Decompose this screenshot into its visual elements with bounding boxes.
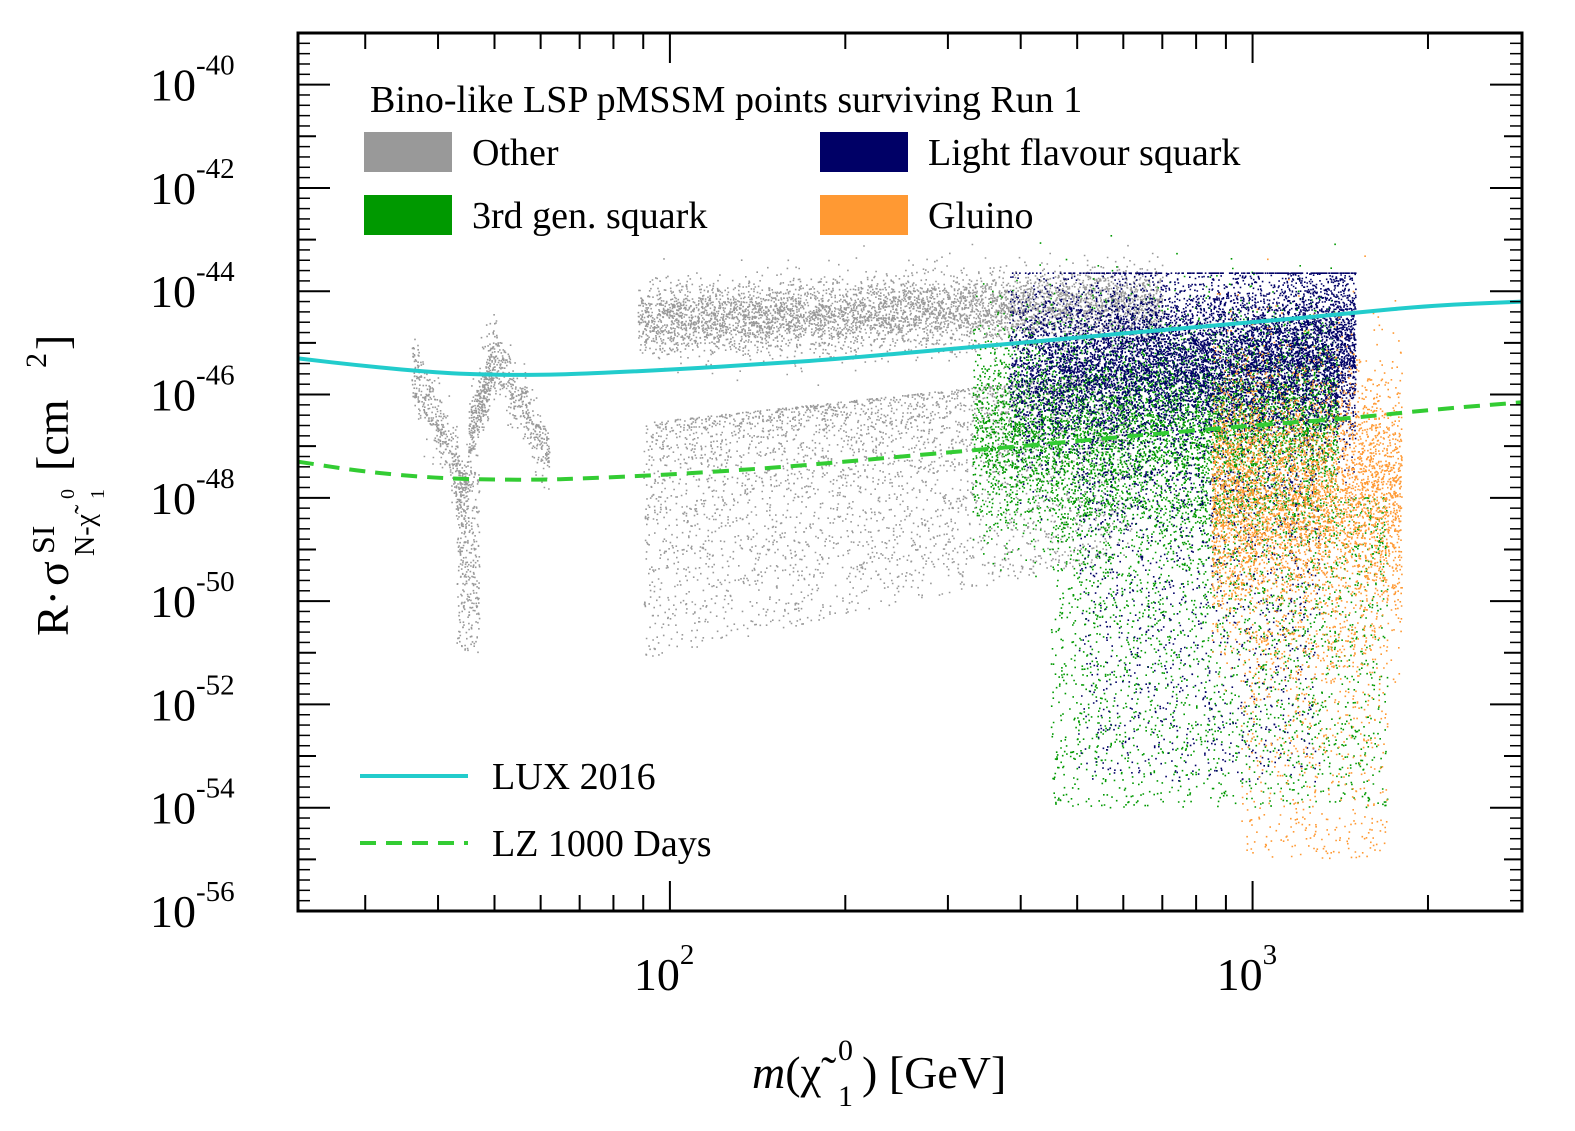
y-tick-label: 10-50 <box>150 566 235 627</box>
chart-title: Bino-like LSP pMSSM points surviving Run… <box>370 79 1082 121</box>
y-axis-title-sub: N-χ̃ <box>70 504 101 556</box>
y-tick-exp: -42 <box>196 153 235 185</box>
y-axis-title-r: R <box>27 605 78 636</box>
y-tick-base: 10 <box>150 679 196 730</box>
y-tick-exp: -44 <box>196 256 235 288</box>
x-tick-label: 103 <box>1217 939 1278 1000</box>
x-tick-base: 10 <box>1217 949 1263 1000</box>
y-axis-title-dot: · <box>27 590 78 605</box>
y-tick-label: 10-52 <box>150 669 235 730</box>
svg-text:) [GeV]: ) [GeV] <box>862 1047 1006 1098</box>
x-axis-title-sub: 1 <box>838 1080 853 1113</box>
y-axis-title-unit-close: ] <box>27 335 78 350</box>
y-tick-base: 10 <box>150 60 196 111</box>
y-tick-exp: -46 <box>196 360 235 392</box>
y-tick-label: 10-56 <box>150 876 235 937</box>
y-tick-base: 10 <box>150 370 196 421</box>
line-legend: LUX 2016 LZ 1000 Days <box>360 756 712 865</box>
scatter-legend: Bino-like LSP pMSSM points surviving Run… <box>364 79 1240 237</box>
y-tick-exp: -52 <box>196 669 235 701</box>
svg-text:R·σ: R· σ <box>27 561 78 636</box>
legend-swatch-3rd-gen-squark <box>364 195 452 235</box>
y-tick-label: 10-54 <box>150 773 235 834</box>
y-tick-exp: -56 <box>196 876 235 908</box>
y-tick-label: 10-46 <box>150 360 235 421</box>
scatter-series-light-flavour-squark <box>1008 272 1357 783</box>
y-axis-title-sup: SI <box>25 526 61 554</box>
y-tick-base: 10 <box>150 886 196 937</box>
x-tick-base: 10 <box>634 949 680 1000</box>
legend-swatch-other <box>364 132 452 172</box>
legend-label-lz-1000-days: LZ 1000 Days <box>492 823 712 865</box>
x-axis-title-m: m <box>752 1047 785 1098</box>
x-axis-title-unit: [GeV] <box>877 1047 1006 1098</box>
scatter-series-gluino <box>1211 255 1403 860</box>
x-axis-title-open: ( <box>785 1047 800 1098</box>
legend-label-other: Other <box>472 132 559 174</box>
y-axis-title-sub-sup: 0 <box>57 489 79 499</box>
y-tick-base: 10 <box>150 266 196 317</box>
y-axis-title-sub-sub: 1 <box>87 489 109 499</box>
x-axis-title-close: ) <box>862 1047 877 1098</box>
x-tick-exp: 2 <box>680 939 695 971</box>
limit-lines <box>297 299 1523 482</box>
x-tick-labels: 102 103 <box>634 939 1277 1000</box>
y-axis-title-unit: [cm <box>27 399 78 471</box>
svg-text:]: ] <box>27 335 78 350</box>
y-tick-label: 10-40 <box>150 50 235 111</box>
y-tick-base: 10 <box>150 163 196 214</box>
y-axis-title-unit-sup: 2 <box>20 353 53 368</box>
y-tick-exp: -54 <box>196 773 235 805</box>
legend-label-gluino: Gluino <box>928 195 1034 237</box>
axis-ticks <box>298 32 1522 912</box>
svg-text:m(χ̃: m(χ̃ <box>752 1047 836 1098</box>
x-axis-title-chi: χ̃ <box>800 1047 836 1098</box>
legend-swatch-light-flavour-squark <box>820 132 908 172</box>
legend-label-lux-2016: LUX 2016 <box>492 756 656 798</box>
y-tick-exp: -50 <box>196 566 235 598</box>
x-axis-title: m(χ̃ 0 1 ) [GeV] <box>752 1034 1006 1113</box>
y-tick-exp: -40 <box>196 50 235 82</box>
y-tick-label: 10-44 <box>150 256 235 317</box>
svg-text:[cm: [cm <box>27 399 78 471</box>
y-tick-exp: -48 <box>196 463 235 495</box>
y-tick-label: 10-42 <box>150 153 235 214</box>
y-axis-title-sigma: σ <box>27 561 78 586</box>
scatter-series-other <box>411 243 1164 657</box>
y-tick-base: 10 <box>150 576 196 627</box>
y-tick-base: 10 <box>150 473 196 524</box>
x-tick-exp: 3 <box>1263 939 1278 971</box>
legend-swatch-gluino <box>820 195 908 235</box>
y-tick-labels: 10-4010-4210-4410-4610-4810-5010-5210-54… <box>150 50 235 937</box>
lux-2016-curve <box>297 299 1523 377</box>
plot-frame <box>296 31 1524 913</box>
legend-label-3rd-gen-squark: 3rd gen. squark <box>472 195 707 237</box>
x-tick-label: 102 <box>634 939 695 1000</box>
scatter-points <box>411 235 1403 860</box>
lz-1000-days-curve <box>297 400 1523 482</box>
x-axis-title-sup: 0 <box>838 1034 853 1067</box>
legend-label-light-flavour-squark: Light flavour squark <box>928 132 1240 174</box>
y-tick-base: 10 <box>150 783 196 834</box>
y-axis-title: R· σ SI N-χ̃ 0 1 [cm 2 ] <box>20 335 109 636</box>
y-tick-label: 10-48 <box>150 463 235 524</box>
